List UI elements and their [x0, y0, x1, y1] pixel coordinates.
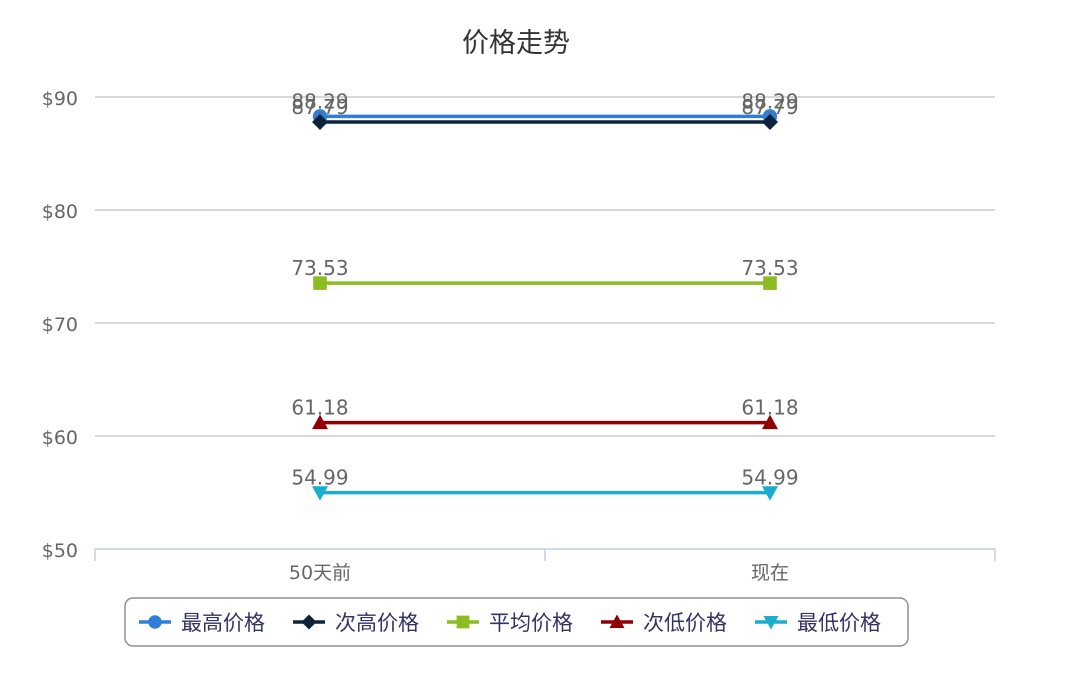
legend-marker	[763, 616, 779, 630]
legend-marker	[148, 615, 162, 629]
legend-marker	[301, 614, 317, 630]
data-label: 88.29	[741, 89, 798, 113]
legend-label: 最高价格	[181, 611, 265, 635]
data-point	[762, 486, 778, 501]
y-tick-label: $80	[42, 201, 78, 223]
legend-label: 次低价格	[643, 611, 727, 635]
legend-marker	[456, 615, 470, 629]
data-label: 88.29	[291, 89, 348, 113]
data-point	[312, 113, 328, 130]
legend-item[interactable]: 最低价格	[755, 611, 881, 635]
y-tick-label: $50	[42, 540, 78, 562]
legend-item[interactable]: 最高价格	[139, 611, 265, 635]
data-point	[312, 414, 328, 430]
series-layer	[312, 109, 778, 501]
data-point	[312, 486, 328, 501]
data-label: 73.53	[291, 256, 348, 280]
chart-title: 价格走势	[462, 28, 570, 59]
y-tick-label: $60	[42, 427, 78, 449]
y-tick-label: $70	[42, 314, 78, 336]
data-label: 87.79	[741, 95, 798, 119]
x-tick-label: 现在	[751, 562, 789, 584]
legend-label: 平均价格	[489, 611, 573, 635]
legend: 最高价格 次高价格 平均价格 次低价格 最低价格	[124, 597, 909, 647]
x-axis: 50天前 现在	[94, 548, 996, 584]
grid-lines	[95, 96, 995, 437]
data-label: 54.99	[291, 466, 348, 490]
y-tick-label: $90	[42, 88, 78, 110]
legend-marker	[609, 614, 625, 628]
data-label: 87.79	[291, 95, 348, 119]
data-label: 54.99	[741, 466, 798, 490]
data-point	[762, 414, 778, 430]
data-point	[763, 276, 777, 290]
data-point	[313, 276, 327, 290]
legend-label: 最低价格	[797, 611, 881, 635]
legend-item[interactable]: 平均价格	[447, 611, 573, 635]
data-label: 61.18	[741, 396, 798, 420]
legend-item[interactable]: 次高价格	[293, 611, 419, 635]
data-point	[762, 113, 778, 130]
legend-label: 次高价格	[335, 611, 419, 635]
legend-box	[124, 597, 909, 647]
data-label: 61.18	[291, 396, 348, 420]
legend-item[interactable]: 次低价格	[601, 611, 727, 635]
x-tick-label: 50天前	[289, 562, 351, 584]
y-axis: $50 $60 $70 $80 $90	[42, 88, 78, 562]
data-label: 73.53	[741, 256, 798, 280]
